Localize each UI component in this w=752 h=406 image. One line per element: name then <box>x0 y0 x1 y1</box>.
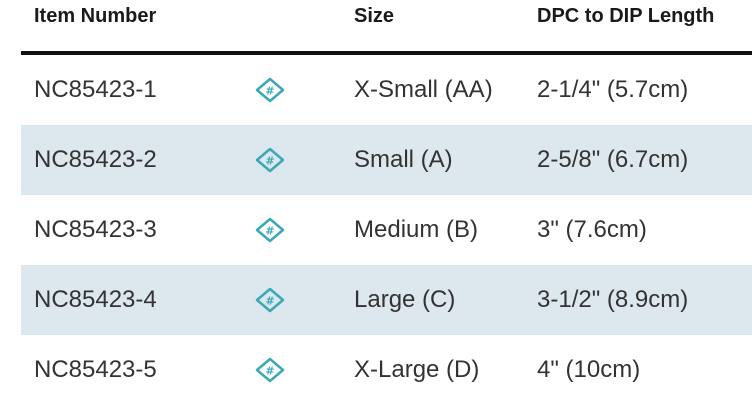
item-number: NC85423-3 <box>34 216 157 243</box>
item-link-diamond-icon[interactable]: # <box>255 77 285 103</box>
length-value: 2-5/8" (6.7cm) <box>537 146 689 173</box>
item-number: NC85423-5 <box>34 356 157 383</box>
item-link-diamond-icon[interactable]: # <box>255 147 285 173</box>
header-item-number: Item Number <box>34 5 157 27</box>
length-value: 3" (7.6cm) <box>537 216 647 243</box>
size-value: X-Large (D) <box>354 356 480 383</box>
item-link-diamond-icon[interactable]: # <box>255 217 285 243</box>
header-size: Size <box>354 5 395 27</box>
table-row: NC85423-5 # X-Large (D) 4" (10cm) <box>21 335 752 405</box>
svg-text:#: # <box>265 295 274 308</box>
length-value: 4" (10cm) <box>537 356 641 383</box>
size-value: Large (C) <box>354 286 456 313</box>
svg-text:#: # <box>265 365 274 378</box>
table-header: Item Number Size DPC to DIP Length <box>21 0 752 55</box>
table-row: NC85423-2 # Small (A) 2-5/8" (6.7cm) <box>21 125 752 195</box>
item-number: NC85423-4 <box>34 286 157 313</box>
header-length: DPC to DIP Length <box>537 5 715 27</box>
product-size-table: Item Number Size DPC to DIP Length NC854… <box>21 0 752 405</box>
size-value: Medium (B) <box>354 216 479 243</box>
item-number: NC85423-1 <box>34 76 157 103</box>
item-number: NC85423-2 <box>34 146 157 173</box>
svg-text:#: # <box>265 155 274 168</box>
svg-text:#: # <box>265 225 274 238</box>
table-row: NC85423-4 # Large (C) 3-1/2" (8.9cm) <box>21 265 752 335</box>
table-row: NC85423-3 # Medium (B) 3" (7.6cm) <box>21 195 752 265</box>
length-value: 2-1/4" (5.7cm) <box>537 76 689 103</box>
size-value: Small (A) <box>354 146 453 173</box>
item-link-diamond-icon[interactable]: # <box>255 357 285 383</box>
size-value: X-Small (AA) <box>354 76 493 103</box>
item-link-diamond-icon[interactable]: # <box>255 287 285 313</box>
length-value: 3-1/2" (8.9cm) <box>537 286 689 313</box>
svg-text:#: # <box>265 85 274 98</box>
table-row: NC85423-1 # X-Small (AA) 2-1/4" (5.7cm) <box>21 55 752 125</box>
